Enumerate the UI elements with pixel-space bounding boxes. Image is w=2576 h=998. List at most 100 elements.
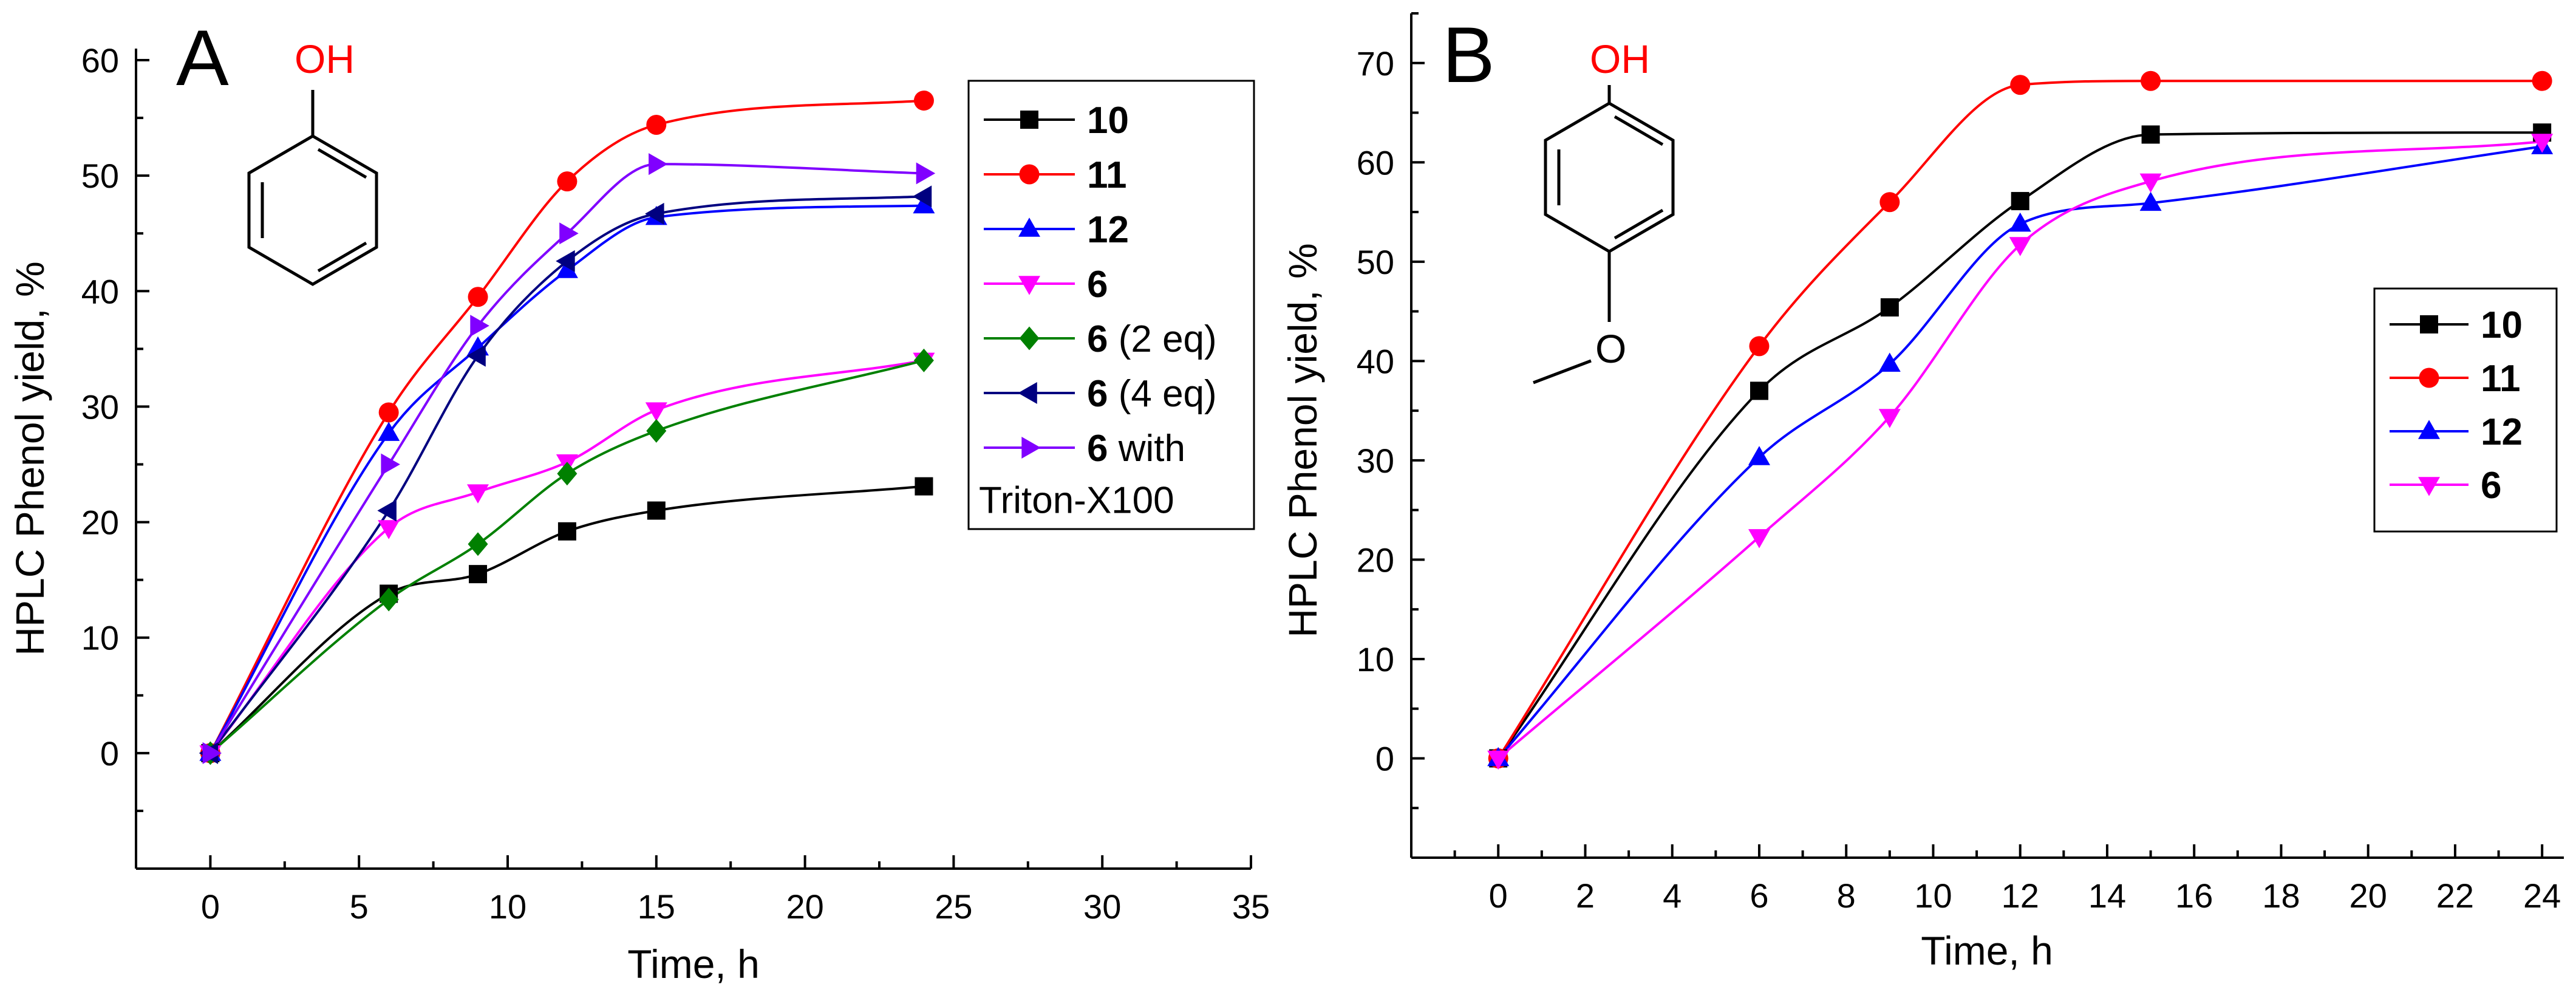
legend-label-6-2eq: 6 (2 eq) [1087,318,1217,360]
x-tick-label: 18 [2262,877,2300,915]
y-tick-label: 30 [81,388,119,426]
x-axis-ticks: 0 5 10 15 20 25 30 35 [135,855,1270,926]
legend-marker-12 [1018,217,1040,237]
y-tick-label: 70 [1357,44,1394,83]
legend-label-6-4eq: 6 (4 eq) [1087,373,1217,415]
data-point-12 [913,194,935,214]
x-tick-label: 6 [1750,877,1768,915]
data-point-11 [378,402,399,423]
series-line-12 [1497,145,2543,759]
legend-box [2373,287,2558,533]
ether-oxygen-label: O [1595,326,1626,371]
data-point-12 [2139,191,2162,211]
series-line-6-4eq [209,195,924,754]
series-line-6 [209,359,924,754]
data-point-6-2eq [557,462,578,486]
double-bond-inner-top [317,148,367,179]
legend-label-6: 6 [1087,264,1108,306]
x-tick-label: 22 [2436,877,2474,915]
data-point-6-4eq [466,344,486,367]
phenol-structure [247,90,378,286]
data-point-6 [1878,409,1901,428]
data-point-11 [1749,336,1770,357]
y-tick-label: 40 [81,272,119,310]
x-tick-label: 12 [2002,877,2039,915]
panel-label-b: B [1442,10,1495,99]
x-tick-label: 25 [935,887,972,926]
data-point-6-triton [470,315,489,337]
data-point-12 [378,422,400,441]
double-bond-inner-top [1613,115,1664,146]
x-tick-label: 30 [1083,887,1121,926]
data-point-10 [2141,125,2160,144]
x-tick-label: 0 [1489,877,1508,915]
data-point-6-4eq [645,202,664,225]
data-point-11 [1879,192,1900,213]
y-tick-label: 20 [81,504,119,542]
data-point-12 [1748,446,1770,465]
data-point-12 [2009,212,2031,232]
x-tick-label: 24 [2523,877,2561,915]
series-line-11 [209,99,924,754]
data-point-6-triton [916,162,936,185]
y-tick-label: 60 [1357,143,1394,182]
legend-marker-12 [2418,420,2440,439]
data-point-6-triton [381,453,400,476]
x-axis-label: Time, h [627,942,760,986]
legend: 10 11 12 6 [2373,287,2558,533]
y-axis-label: HPLC Phenol yield, % [1280,243,1325,637]
data-point-6 [1487,750,1510,770]
series-curves [209,99,924,754]
x-tick-label: 4 [1663,877,1682,915]
data-point-11 [913,91,934,111]
legend-marker-11 [1019,164,1040,185]
y-axis-ticks: 0 10 20 30 40 50 60 70 [1357,12,1425,859]
x-tick-label: 20 [786,887,823,926]
x-axis-label: Time, h [1921,928,2053,973]
data-point-6-triton [559,222,579,245]
x-tick-label: 35 [1232,887,1270,926]
data-point-11 [2532,70,2552,91]
x-tick-label: 0 [201,887,220,926]
legend-box [967,80,1255,530]
legend-marker-6-4eq [1018,382,1037,404]
benzene-ring [247,134,378,286]
x-tick-label: 20 [2349,877,2387,915]
legend-marker-10 [2420,315,2438,333]
data-point-6 [1748,529,1770,549]
legend-label-6-triton: 6 with [1087,428,1185,470]
y-axis-ticks: 0 10 20 30 40 50 60 [81,41,149,870]
data-point-6-4eq [912,185,932,208]
x-tick-label: 16 [2175,877,2213,915]
legend-marker-6 [2418,477,2440,496]
data-point-6 [645,402,667,422]
hydroxyl-label: OH [295,36,355,81]
data-point-10 [557,522,576,541]
series-markers [1487,70,2554,770]
methyl-bond [1533,359,1592,385]
series-line-6-2eq [210,359,924,754]
y-tick-label: 30 [1357,442,1394,480]
series-markers [199,91,936,765]
benzene-ring [1544,101,1675,253]
chart-panel-a: 0 10 20 30 40 50 60 0 5 10 15 20 25 30 35 A OH Time, … [7,13,1270,986]
data-point-6 [467,484,489,504]
y-tick-label: 50 [1357,243,1394,281]
legend-marker-6 [1018,276,1040,295]
legend-label-10: 10 [1087,100,1129,142]
data-point-6-4eq [377,499,397,522]
data-point-6-2eq [913,348,934,372]
data-point-6 [2531,134,2554,153]
hydroxyl-label: OH [1590,36,1650,81]
data-point-6-triton [649,153,668,176]
x-tick-label: 10 [1914,877,1952,915]
data-point-10 [1880,298,1899,317]
y-tick-label: 60 [81,41,119,80]
legend-label-6: 6 [2481,465,2501,507]
legend-marker-11 [2419,367,2439,388]
y-axis-label: HPLC Phenol yield, % [7,261,52,655]
series-line-6 [1497,140,2543,760]
legend-label-11: 11 [1087,154,1127,196]
data-point-11 [2010,75,2031,95]
